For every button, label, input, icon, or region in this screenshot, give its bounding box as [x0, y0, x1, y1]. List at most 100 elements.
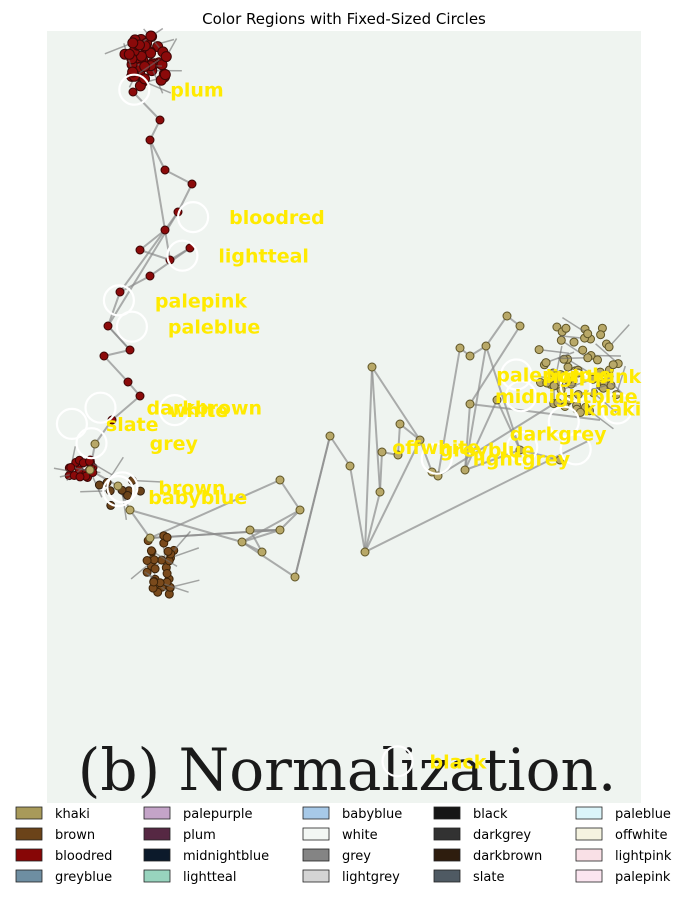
- network-edge-67: [364, 439, 591, 553]
- legend-label-palepink: palepink: [615, 870, 671, 885]
- network-node: [113, 481, 123, 491]
- network-node: [561, 323, 571, 333]
- legend-swatch-palepurple: [143, 806, 171, 820]
- network-node: [159, 69, 171, 81]
- network-node: [66, 463, 76, 472]
- legend-label-lightgrey: lightgrey: [342, 870, 400, 885]
- network-edge-local: [159, 582, 189, 593]
- network-node: [502, 311, 512, 321]
- network-node: [585, 406, 594, 416]
- region-circle-lightpink: [559, 370, 592, 403]
- region-circle-khaki: [601, 392, 634, 425]
- region-circle-slate: [55, 407, 89, 440]
- network-edge-23: [279, 479, 301, 511]
- network-node: [395, 419, 405, 429]
- network-node: [415, 435, 425, 445]
- legend-label-black: black: [473, 807, 508, 822]
- network-edge-0: [132, 91, 161, 121]
- legend-swatch-paleblue: [575, 806, 603, 820]
- network-node: [123, 377, 133, 387]
- network-edge-28: [241, 541, 296, 578]
- region-circle-offwhite: [506, 431, 539, 464]
- network-edge-55: [464, 449, 521, 471]
- network-edge-local: [561, 316, 589, 335]
- legend-swatch-midnightblue: [143, 848, 171, 862]
- legend-swatch-brown: [15, 827, 43, 841]
- network-edge-local: [170, 547, 200, 559]
- network-edge-local: [89, 460, 116, 478]
- region-label-paleblue: paleblue: [168, 317, 260, 339]
- legend-label-brown: brown: [55, 828, 95, 843]
- region-label-offwhite: offwhite: [392, 437, 480, 459]
- network-node: [593, 355, 602, 365]
- legend-label-lightteal: lightteal: [183, 870, 237, 885]
- network-node: [142, 556, 152, 565]
- network-edge-34: [379, 451, 383, 493]
- region-label-plum: plum: [170, 80, 223, 102]
- network-node: [596, 330, 606, 340]
- network-node: [135, 391, 145, 401]
- network-node: [75, 472, 85, 482]
- region-label-darkgrey: darkgrey: [510, 424, 607, 446]
- region-label-khaki: khaki: [583, 399, 641, 421]
- network-node: [103, 321, 113, 331]
- network-node: [145, 533, 155, 543]
- region-label-brown: brown: [158, 477, 225, 499]
- network-edge-32: [364, 366, 373, 553]
- network-node: [145, 271, 155, 281]
- network-node: [275, 475, 285, 485]
- legend-label-grey: grey: [342, 849, 371, 864]
- network-edge-68: [294, 435, 331, 578]
- region-label-lightpink: lightpink: [546, 366, 642, 388]
- legend: khaki brown bloodred greyblue palepurple plum…: [5, 803, 684, 894]
- legend-label-white: white: [342, 828, 378, 843]
- network-edge-local: [555, 345, 563, 376]
- network-graph: [53, 27, 630, 599]
- background-image: (b) Normalization.: [47, 27, 641, 804]
- network-edge-local: [539, 348, 569, 354]
- legend-swatch-white: [302, 827, 330, 841]
- network-node: [94, 480, 104, 490]
- network-edge-17: [94, 419, 113, 445]
- network-node: [604, 371, 614, 381]
- network-edge-local: [170, 579, 200, 589]
- network-node: [145, 30, 157, 42]
- legend-frame: [5, 803, 684, 894]
- network-node: [460, 465, 470, 475]
- network-edge-local: [80, 490, 111, 493]
- network-edge-33: [371, 366, 381, 493]
- region-circle-darkbrown: [84, 391, 117, 424]
- network-node: [150, 564, 160, 574]
- network-node: [563, 375, 573, 385]
- chart-title: Color Regions with Fixed-Sized Circles: [202, 10, 486, 28]
- network-node: [187, 179, 197, 189]
- network-edge-21: [129, 509, 151, 539]
- legend-label-offwhite: offwhite: [615, 828, 668, 843]
- network-node: [573, 390, 583, 399]
- network-edge-59: [119, 229, 166, 293]
- legend-label-plum: plum: [183, 828, 216, 843]
- region-label-midnightblue: midnightblue: [495, 386, 638, 408]
- region-markers: plum bloodred lightteal palepink paleblue pal…: [55, 73, 642, 778]
- network-node: [162, 532, 172, 542]
- network-node: [515, 321, 525, 331]
- network-node: [127, 37, 139, 49]
- network-node: [90, 439, 100, 449]
- network-edge-local: [608, 324, 630, 348]
- legend-swatch-slate: [433, 869, 461, 883]
- network-node: [465, 399, 475, 409]
- region-circle-midnightblue: [504, 380, 538, 413]
- network-node: [465, 351, 475, 361]
- network-edge-local: [151, 550, 178, 568]
- network-node: [604, 342, 614, 352]
- network-node: [245, 525, 255, 535]
- region-label-palepink: palepink: [155, 290, 247, 312]
- network-node: [145, 135, 155, 145]
- region-label-black: black: [430, 751, 487, 773]
- region-circle-brown: [106, 471, 139, 504]
- network-edge-38: [419, 439, 433, 473]
- region-label-lightgrey: lightgrey: [473, 449, 571, 471]
- network-edge-43: [485, 315, 508, 347]
- legend-label-darkbrown: darkbrown: [473, 849, 542, 864]
